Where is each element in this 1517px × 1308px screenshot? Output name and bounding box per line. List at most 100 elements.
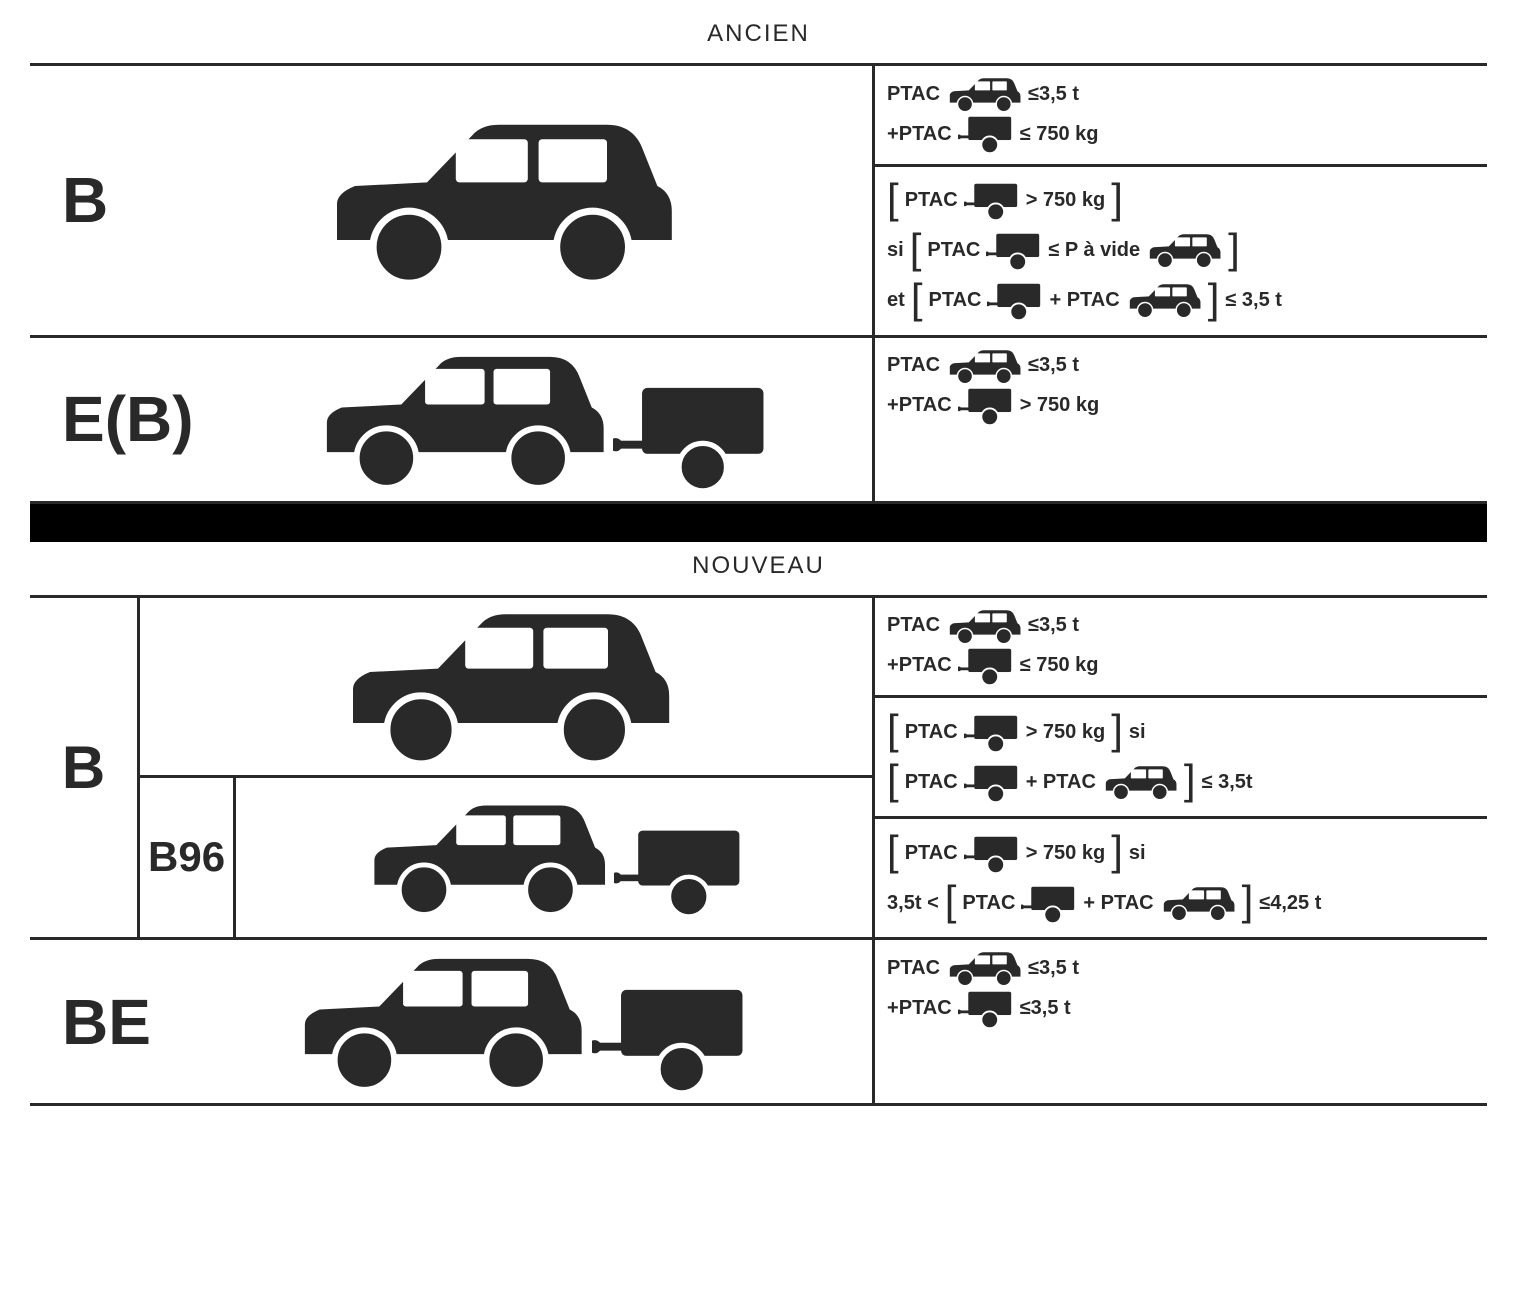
ancien-table: B PTAC ≤3,5 t+PTAC ≤ 750 kg[PTAC > 750 k… — [30, 63, 1487, 504]
trailer-icon — [964, 834, 1020, 873]
condition-text: ≤3,5 t — [1028, 614, 1079, 637]
row-ancien-eb: E(B) PTAC ≤3,5 t+PTAC > 750 kg — [30, 338, 1487, 501]
condition-line: [PTAC > 750 kg] si — [887, 829, 1475, 877]
condition-text: ≤3,5 t — [1028, 957, 1079, 980]
section-title-nouveau: NOUVEAU — [10, 552, 1507, 580]
condition-text: PTAC — [905, 771, 958, 794]
condition-line: et [ PTAC + PTAC ]≤ 3,5 t — [887, 277, 1475, 325]
car-icon — [362, 798, 610, 917]
condition-text: > 750 kg — [1020, 394, 1100, 417]
car-icon — [1146, 232, 1222, 268]
condition-block: [PTAC > 750 kg] si[PTAC + PTAC ]≤ 3,5t — [875, 698, 1487, 816]
vehicle-area-be — [181, 950, 860, 1093]
bracket-close-icon: ] — [1184, 756, 1196, 804]
trailer-icon — [986, 231, 1042, 270]
bracket-open-icon: [ — [887, 827, 899, 875]
trailer-icon — [613, 380, 771, 491]
condition-text: ≤ 750 kg — [1020, 123, 1099, 146]
category-be: BE — [42, 985, 181, 1059]
trailer-icon — [987, 281, 1043, 320]
trailer-icon — [958, 646, 1014, 685]
trailer-icon — [958, 989, 1014, 1028]
condition-text: ≤ 750 kg — [1020, 654, 1099, 677]
condition-text: PTAC — [927, 239, 980, 262]
condition-line: [ PTAC + PTAC ] ≤ 3,5t — [887, 758, 1475, 806]
condition-line: 3,5t <[PTAC + PTAC ]≤4,25 t — [887, 879, 1475, 927]
condition-block: PTAC ≤3,5 t+PTAC ≤ 750 kg — [875, 598, 1487, 699]
trailer-icon — [592, 982, 750, 1093]
condition-line: PTAC ≤3,5 t — [887, 608, 1475, 644]
condition-line: [PTAC > 750 kg] si — [887, 708, 1475, 756]
condition-text: PTAC — [887, 83, 940, 106]
car-icon — [1102, 764, 1178, 800]
condition-line: +PTAC ≤ 750 kg — [887, 114, 1475, 153]
condition-text: + PTAC — [1083, 892, 1153, 915]
bracket-close-icon: ] — [1111, 827, 1123, 875]
bracket-open-icon: [ — [911, 275, 923, 323]
car-icon — [336, 604, 676, 767]
condition-text: > 750 kg — [1026, 189, 1106, 212]
bracket-open-icon: [ — [887, 756, 899, 804]
condition-line: [ PTAC > 750 kg] — [887, 177, 1475, 225]
condition-text: +PTAC — [887, 997, 952, 1020]
condition-text: ≤ P à vide — [1048, 239, 1140, 262]
condition-text: ≤3,5 t — [1028, 83, 1079, 106]
condition-line: +PTAC ≤3,5 t — [887, 989, 1475, 1028]
bracket-open-icon: [ — [945, 877, 957, 925]
condition-text: PTAC — [905, 721, 958, 744]
trailer-icon — [964, 763, 1020, 802]
condition-text: PTAC — [962, 892, 1015, 915]
condition-text: PTAC — [887, 957, 940, 980]
vehicle-area-b-new — [140, 598, 872, 775]
condition-block: [PTAC > 750 kg]si[PTAC ≤ P à vide ]et[PT… — [875, 167, 1487, 335]
bracket-open-icon: [ — [910, 225, 922, 273]
condition-block: PTAC ≤3,5 t+PTAC > 750 kg — [875, 338, 1487, 436]
car-icon — [946, 76, 1022, 112]
category-eb: E(B) — [42, 382, 224, 456]
condition-text: ≤3,5 t — [1020, 997, 1071, 1020]
condition-text: + PTAC — [1026, 771, 1096, 794]
condition-text: + PTAC — [1049, 289, 1119, 312]
condition-line: +PTAC ≤ 750 kg — [887, 646, 1475, 685]
condition-text: PTAC — [929, 289, 982, 312]
vehicle-area-eb — [224, 348, 861, 491]
row-ancien-b: B PTAC ≤3,5 t+PTAC ≤ 750 kg[PTAC > 750 k… — [30, 66, 1487, 338]
condition-text: si — [887, 239, 904, 262]
car-icon — [1126, 282, 1202, 318]
section-title-ancien: ANCIEN — [10, 20, 1507, 48]
car-icon — [319, 114, 679, 287]
condition-text: PTAC — [887, 354, 940, 377]
condition-text: ≤ 3,5t — [1202, 771, 1253, 794]
bracket-close-icon: ] — [1111, 175, 1123, 223]
condition-text: si — [1129, 842, 1146, 865]
condition-text: +PTAC — [887, 654, 952, 677]
bracket-close-icon: ] — [1208, 275, 1220, 323]
trailer-icon — [964, 713, 1020, 752]
condition-text: PTAC — [905, 189, 958, 212]
bracket-open-icon: [ — [887, 175, 899, 223]
condition-block: PTAC ≤3,5 t+PTAC ≤3,5 t — [875, 940, 1487, 1038]
bracket-close-icon: ] — [1242, 877, 1254, 925]
car-icon — [312, 348, 610, 491]
condition-text: si — [1129, 721, 1146, 744]
bracket-open-icon: [ — [887, 706, 899, 754]
separator-bar — [30, 504, 1487, 542]
trailer-icon — [958, 386, 1014, 425]
condition-text: et — [887, 289, 905, 312]
category-b-new: B — [30, 598, 140, 938]
trailer-icon — [964, 181, 1020, 220]
car-icon — [946, 608, 1022, 644]
condition-text: ≤4,25 t — [1259, 892, 1321, 915]
condition-block: [PTAC > 750 kg] si3,5t <[PTAC + PTAC ]≤4… — [875, 819, 1487, 937]
trailer-icon — [958, 114, 1014, 153]
bracket-close-icon: ] — [1111, 706, 1123, 754]
nouveau-table: B B96 — [30, 595, 1487, 1107]
condition-line: PTAC ≤3,5 t — [887, 950, 1475, 986]
condition-text: ≤3,5 t — [1028, 354, 1079, 377]
trailer-icon — [614, 824, 746, 916]
condition-text: ≤ 3,5 t — [1225, 289, 1282, 312]
condition-text: PTAC — [887, 614, 940, 637]
car-icon — [1160, 885, 1236, 921]
vehicle-area-b — [138, 114, 860, 287]
car-icon — [946, 950, 1022, 986]
